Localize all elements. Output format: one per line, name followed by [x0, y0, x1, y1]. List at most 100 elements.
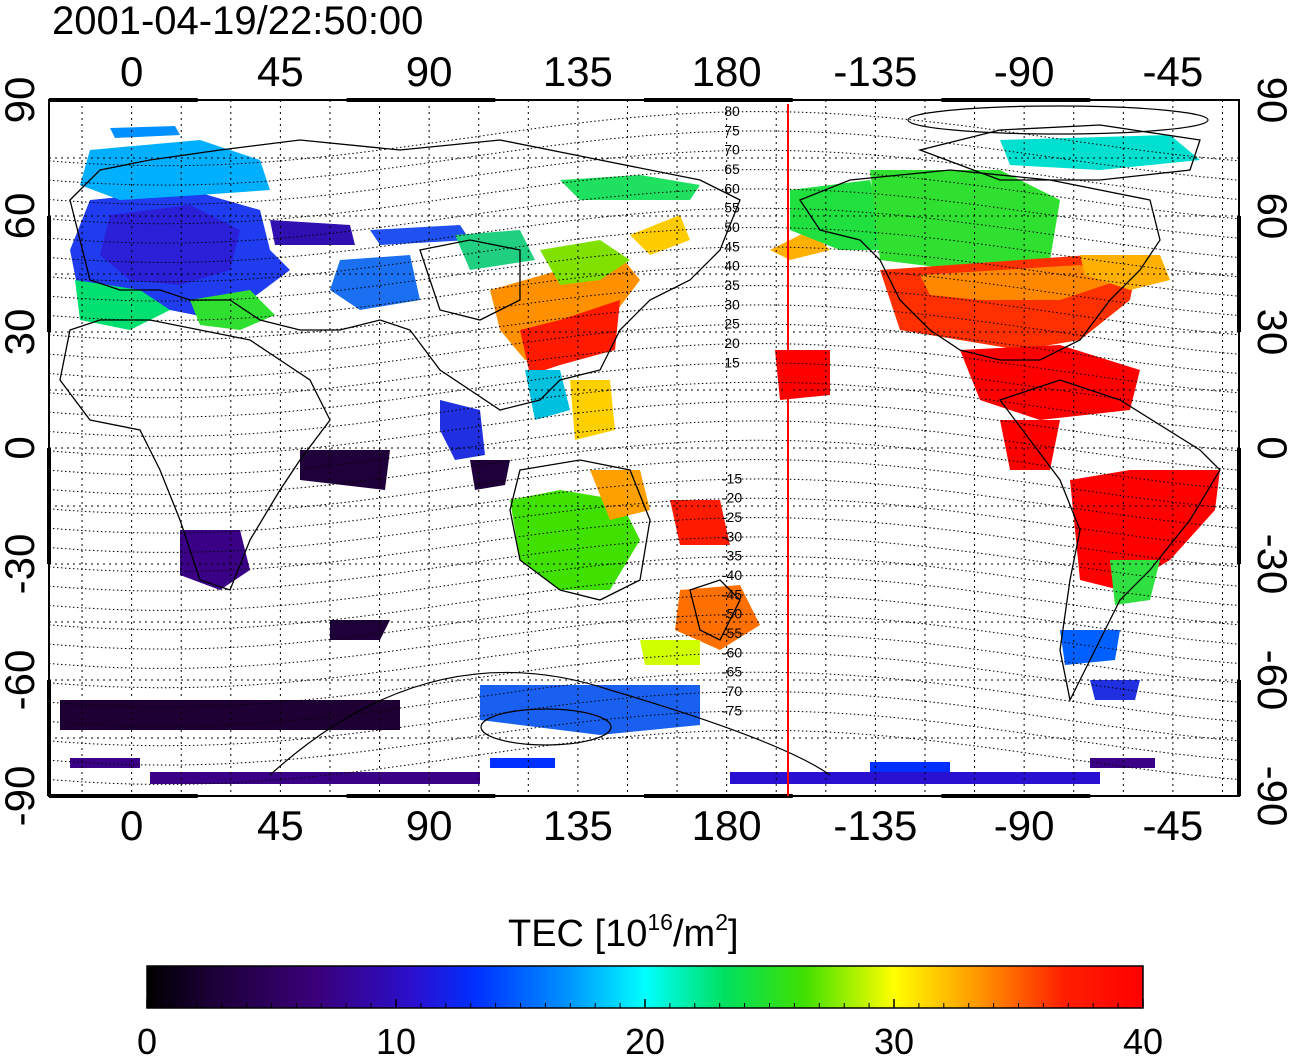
dip-contour-line	[49, 130, 1239, 186]
graticule	[49, 100, 1239, 796]
left-lat-tick-label: 60	[0, 193, 43, 240]
dip-contour-line	[49, 594, 1239, 650]
frame-band-segment	[49, 98, 198, 102]
left-lat-tick-label: -60	[0, 650, 43, 711]
top-lon-tick-label: -45	[1143, 48, 1204, 95]
dip-contour-line	[49, 633, 1239, 689]
bottom-lon-ticks: 0 45 90 135 180 -135 -90 -45	[120, 802, 1203, 849]
dip-contour-line	[49, 265, 1239, 321]
dip-contour-line	[49, 478, 1239, 534]
dip-contour-line	[49, 439, 1239, 495]
right-lat-tick-label: 60	[1249, 193, 1292, 240]
bottom-lon-tick-label: -45	[1143, 802, 1204, 849]
colorbar-tick-label: 40	[1123, 1021, 1163, 1057]
frame-band-segment	[644, 98, 793, 102]
contour-label: 75	[724, 122, 740, 138]
contour-label: -45	[722, 586, 742, 602]
top-lon-tick-label: 180	[692, 48, 762, 95]
tec-patches	[60, 126, 1220, 784]
bottom-lon-tick-label: 0	[120, 802, 143, 849]
left-lat-tick-label: 0	[0, 436, 43, 459]
contour-label: 50	[724, 219, 740, 235]
colorbar-title-mid: /m	[673, 913, 715, 955]
dip-contour-line	[49, 691, 1239, 747]
frame-band-segment	[346, 98, 496, 102]
top-lon-tick-label: 0	[120, 48, 143, 95]
right-lat-tick-label: 0	[1249, 436, 1292, 459]
colorbar-tick-label: 30	[874, 1021, 914, 1057]
dip-contour-line	[49, 729, 1239, 785]
top-lon-ticks: 0 45 90 135 180 -135 -90 -45	[120, 48, 1203, 95]
contour-label: -20	[722, 490, 742, 506]
contour-label: -30	[722, 528, 742, 544]
dip-contour-line	[49, 169, 1239, 225]
colorbar-title-main: TEC [10	[508, 913, 647, 955]
contour-label: 45	[724, 238, 740, 254]
dip-contour-line	[49, 323, 1239, 379]
dip-contour-line	[49, 111, 1239, 167]
frame-band-segment	[644, 794, 793, 798]
contour-label: -50	[722, 606, 742, 622]
dip-contour-line	[49, 459, 1239, 515]
dip-contour-line	[49, 285, 1239, 341]
contour-label: 65	[724, 161, 740, 177]
dip-contour-line	[49, 401, 1239, 457]
colorbar-title-sup2: 2	[715, 909, 728, 935]
dip-contour-line	[49, 613, 1239, 669]
contour-label: 60	[724, 180, 740, 196]
colorbar-title: TEC [1016/m2]	[508, 909, 739, 955]
north-dip-pole-contour	[907, 105, 1209, 135]
contour-label: -65	[722, 664, 742, 680]
contour-label: 15	[724, 354, 740, 370]
figure-title: 2001-04-19/22:50:00	[52, 0, 423, 43]
dip-contour-line	[49, 362, 1239, 418]
frame-band-segment	[49, 794, 198, 798]
south-dip-pole-contour	[269, 671, 831, 776]
contour-label: 20	[724, 335, 740, 351]
contour-label: 35	[724, 277, 740, 293]
top-lon-tick-label: 45	[257, 48, 304, 95]
dip-contour-line	[49, 575, 1239, 631]
colorbar-title-sup1: 16	[647, 909, 673, 935]
bottom-lon-tick-label: 90	[406, 802, 453, 849]
dip-contour-line	[49, 420, 1239, 476]
left-lat-ticks: 90 60 30 0 -30 -60 -90	[0, 77, 43, 827]
right-lat-tick-label: -90	[1249, 766, 1292, 827]
dip-contour-line	[49, 555, 1239, 611]
dip-contour-line	[49, 304, 1239, 360]
bottom-lon-tick-label: -135	[833, 802, 917, 849]
contour-label: -40	[722, 567, 742, 583]
contour-label: 55	[724, 200, 740, 216]
coastlines	[59, 124, 1221, 702]
right-lat-tick-label: -30	[1249, 534, 1292, 595]
contour-label: -15	[722, 470, 742, 486]
top-lon-tick-label: 135	[543, 48, 613, 95]
right-lat-tick-label: 30	[1249, 309, 1292, 356]
contour-label: 70	[724, 142, 740, 158]
contour-label: 40	[724, 258, 740, 274]
dip-contour-line	[49, 246, 1239, 302]
contour-label: -55	[722, 625, 742, 641]
dip-contour-line	[49, 710, 1239, 766]
left-lat-tick-label: 30	[0, 309, 43, 356]
top-lon-tick-label: -90	[994, 48, 1055, 95]
south-dip-pole-contour	[480, 708, 612, 746]
contour-label: 25	[724, 316, 740, 332]
dip-contour-line	[49, 188, 1239, 244]
colorbar-title-end: ]	[728, 913, 739, 955]
bottom-lon-tick-label: -90	[994, 802, 1055, 849]
contour-label: -70	[722, 683, 742, 699]
left-lat-tick-label: -90	[0, 766, 43, 827]
colorbar-tick-label: 10	[376, 1021, 416, 1057]
dip-contour-line	[49, 671, 1239, 727]
bottom-lon-tick-label: 135	[543, 802, 613, 849]
dip-contour-line	[49, 497, 1239, 553]
dip-contour-line	[49, 343, 1239, 399]
dip-contours	[49, 105, 1239, 785]
contour-label: 80	[724, 103, 740, 119]
dip-contour-line	[49, 652, 1239, 708]
top-lon-tick-label: 90	[406, 48, 453, 95]
top-lon-tick-label: -135	[833, 48, 917, 95]
colorbar-ticks: 0 10 20 30 40	[137, 999, 1163, 1057]
right-lat-tick-label: -60	[1249, 650, 1292, 711]
